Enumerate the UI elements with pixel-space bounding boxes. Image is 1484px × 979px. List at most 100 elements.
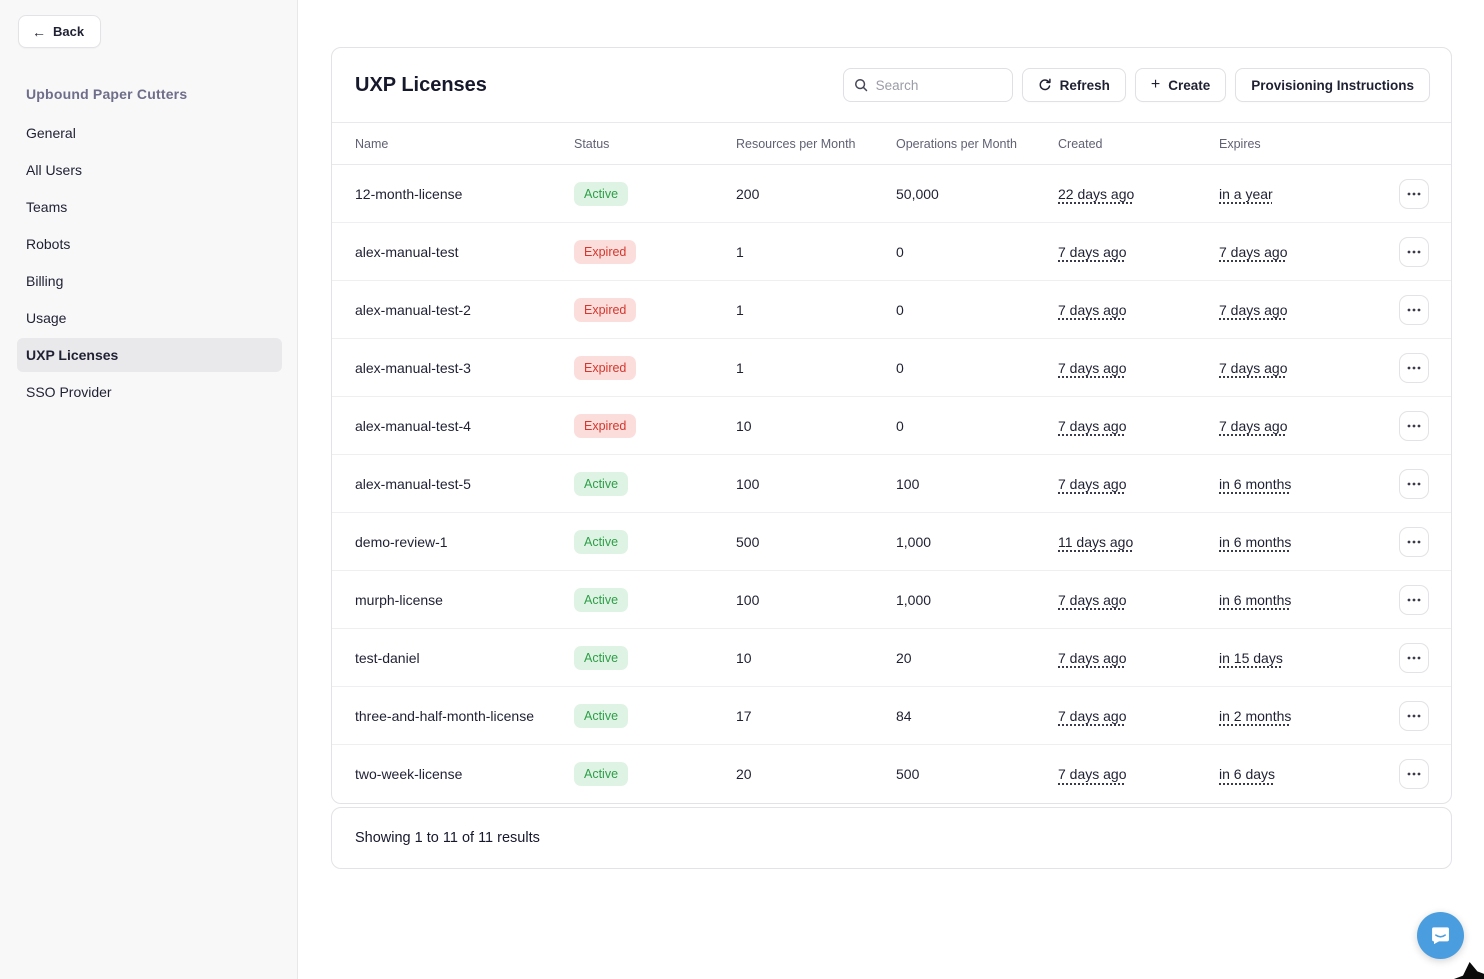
license-name: murph-license [355,591,443,608]
expires-timestamp[interactable]: in a year [1219,185,1273,202]
resources-per-month: 100 [736,591,760,608]
results-footer-card: Showing 1 to 11 of 11 results [331,807,1452,869]
created-timestamp[interactable]: 7 days ago [1058,243,1127,260]
operations-per-month: 84 [896,707,912,724]
expires-timestamp[interactable]: 7 days ago [1219,359,1288,376]
org-name: Upbound Paper Cutters [26,86,188,102]
status-badge: Active [574,181,629,206]
back-button[interactable]: ← Back [18,15,102,48]
created-timestamp[interactable]: 7 days ago [1058,301,1127,318]
table-row: test-daniel Active 10 20 7 days ago in 15 day… [332,629,1451,687]
created-timestamp[interactable]: 7 days ago [1058,591,1127,608]
column-header-name: Name [355,136,389,151]
table-row: three-and-half-month-license Active 17 84 7 … [332,687,1451,745]
table-row: alex-manual-test-3 Expired 1 0 7 days ago 7 d… [332,339,1451,397]
status-badge: Active [574,703,629,728]
status-badge: Expired [574,239,637,264]
row-actions-button[interactable] [1399,178,1429,209]
sidebar-item-robots[interactable]: Robots [26,236,71,252]
refresh-button[interactable]: Refresh [1021,68,1126,102]
row-actions-button[interactable] [1399,294,1429,325]
expires-timestamp[interactable]: 7 days ago [1219,301,1288,318]
row-actions-button[interactable] [1399,700,1429,731]
refresh-button-label: Refresh [1059,77,1110,93]
table-row: alex-manual-test-4 Expired 10 0 7 days ago 7 … [332,397,1451,455]
created-timestamp[interactable]: 7 days ago [1058,649,1127,666]
row-actions-button[interactable] [1399,468,1429,499]
search-input[interactable] [875,77,1002,93]
row-actions-button[interactable] [1399,526,1429,557]
card-header: UXP Licenses Refresh [332,48,1451,122]
row-actions-button[interactable] [1399,236,1429,267]
operations-per-month: 0 [896,417,904,434]
create-button-label: Create [1168,77,1211,93]
sidebar-item-sso-provider[interactable]: SSO Provider [26,384,112,400]
license-name: three-and-half-month-license [355,707,534,724]
row-actions-button[interactable] [1399,759,1429,789]
row-actions-button[interactable] [1399,642,1429,673]
expires-timestamp[interactable]: in 6 months [1219,533,1292,550]
expires-timestamp[interactable]: in 6 months [1219,475,1292,492]
created-timestamp[interactable]: 7 days ago [1058,475,1127,492]
results-summary: Showing 1 to 11 of 11 results [355,830,540,846]
table-header-row: Name Status Resources per Month Operations … [332,122,1451,165]
provisioning-instructions-button[interactable]: Provisioning Instructions [1235,68,1430,102]
resources-per-month: 10 [736,417,752,434]
sidebar-item-all-users[interactable]: All Users [26,162,83,178]
resources-per-month: 1 [736,359,744,376]
resources-per-month: 200 [736,185,760,202]
license-name: 12-month-license [355,185,463,202]
created-timestamp[interactable]: 7 days ago [1058,417,1127,434]
operations-per-month: 0 [896,243,904,260]
license-name: two-week-license [355,766,463,782]
row-actions-button[interactable] [1399,410,1429,441]
created-timestamp[interactable]: 11 days ago [1058,533,1134,550]
sidebar-item-uxp-licenses[interactable]: UXP Licenses [17,338,282,372]
expires-timestamp[interactable]: in 15 days [1219,649,1283,666]
create-button[interactable]: + Create [1134,68,1227,102]
page-title: UXP Licenses [355,73,487,96]
sidebar-item-usage[interactable]: Usage [26,310,67,326]
row-actions-button[interactable] [1399,584,1429,615]
created-timestamp[interactable]: 7 days ago [1058,359,1127,376]
expires-timestamp[interactable]: 7 days ago [1219,417,1288,434]
header-actions: Refresh + Create Provisioning Instructio… [842,68,1430,102]
created-timestamp[interactable]: 22 days ago [1058,185,1135,202]
sidebar-item-general[interactable]: General [26,125,76,141]
status-badge: Active [574,762,629,786]
row-actions-button[interactable] [1399,352,1429,383]
table-row: 12-month-license Active 200 50,000 22 days a… [332,165,1451,223]
operations-per-month: 1,000 [896,533,932,550]
sidebar-item-billing[interactable]: Billing [26,273,64,289]
column-header-expires: Expires [1219,136,1261,151]
operations-per-month: 0 [896,359,904,376]
operations-per-month: 100 [896,475,920,492]
license-name: test-daniel [355,649,420,666]
expires-timestamp[interactable]: in 2 months [1219,707,1292,724]
column-header-resources-per-month: Resources per Month [736,136,856,151]
table-row: demo-review-1 Active 500 1,000 11 days ago in… [332,513,1451,571]
status-badge: Expired [574,355,637,380]
expires-timestamp[interactable]: 7 days ago [1219,243,1288,260]
operations-per-month: 0 [896,301,904,318]
table-row: alex-manual-test-2 Expired 1 0 7 days ago 7 d… [332,281,1451,339]
license-name: alex-manual-test-2 [355,301,471,318]
search-box[interactable] [842,68,1013,102]
expires-timestamp[interactable]: in 6 days [1219,766,1276,782]
search-icon [854,79,867,92]
license-name: alex-manual-test [355,243,459,260]
refresh-icon [1039,78,1051,91]
created-timestamp[interactable]: 7 days ago [1058,707,1127,724]
resources-per-month: 10 [736,649,752,666]
expires-timestamp[interactable]: in 6 months [1219,591,1292,608]
resources-per-month: 100 [736,475,760,492]
status-badge: Active [574,587,629,612]
table-row: murph-license Active 100 1,000 7 days ago in … [332,571,1451,629]
sidebar-item-teams[interactable]: Teams [26,199,68,215]
sidebar: ← Back Upbound Paper Cutters General All … [0,0,298,979]
chat-widget-button[interactable] [1417,912,1464,959]
status-badge: Active [574,471,629,496]
table-row: alex-manual-test-5 Active 100 100 7 days ago… [332,455,1451,513]
status-badge: Active [574,529,629,554]
created-timestamp[interactable]: 7 days ago [1058,766,1127,782]
